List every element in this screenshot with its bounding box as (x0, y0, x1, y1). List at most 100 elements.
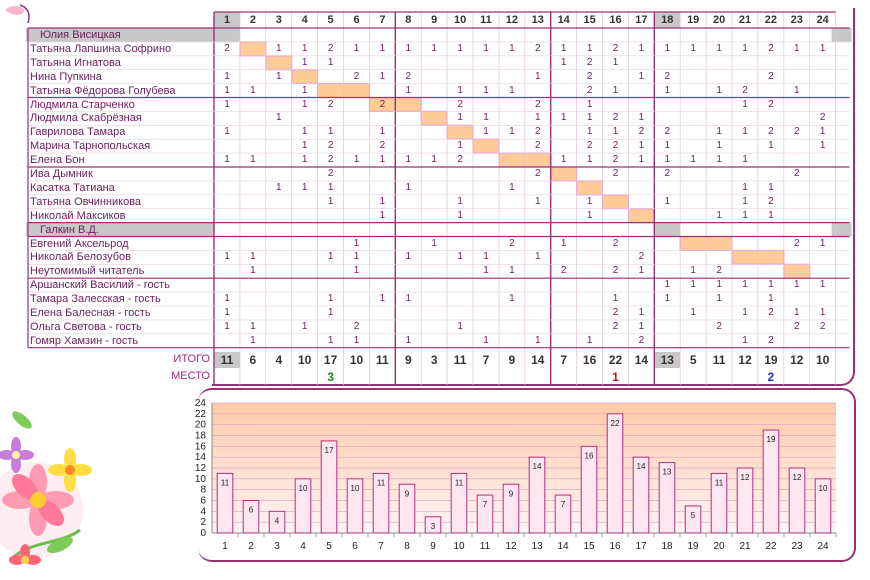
score-cell: 1 (690, 307, 696, 318)
column-header: 9 (431, 14, 438, 26)
score-cell: 1 (612, 293, 619, 305)
total-value: 6 (249, 353, 257, 367)
score-cell: 2 (716, 265, 722, 277)
score-cell: 1 (819, 126, 826, 138)
score-cell: 1 (716, 154, 722, 166)
score-cell: 1 (794, 42, 800, 54)
score-cell: 2 (586, 84, 593, 96)
score-cell: 1 (457, 140, 463, 152)
column-header: 20 (712, 14, 726, 26)
total-value: 7 (482, 353, 490, 367)
total-value: 5 (689, 353, 697, 367)
score-cell: 1 (405, 334, 412, 346)
score-cell: 1 (224, 307, 230, 318)
score-cell: 1 (560, 112, 567, 124)
y-tick-label: 20 (195, 420, 207, 431)
bar-value-label: 3 (431, 522, 436, 531)
score-cell: 1 (690, 154, 696, 166)
participant-name: Евгений Аксельрод (30, 237, 129, 250)
score-cell: 1 (276, 42, 282, 54)
x-tick-label: 15 (583, 541, 595, 552)
score-cell: 1 (794, 279, 800, 291)
bar-value-label: 10 (299, 484, 308, 493)
bar-value-label: 11 (221, 478, 230, 487)
score-cell: 1 (405, 293, 412, 305)
total-value: 9 (508, 353, 516, 367)
score-cell: 1 (560, 237, 567, 249)
column-header: 23 (790, 14, 803, 26)
score-cell: 1 (301, 140, 308, 152)
column-header: 2 (249, 14, 256, 26)
bar (528, 456, 546, 534)
score-cell: 1 (638, 320, 645, 332)
score-cell: 1 (819, 42, 826, 54)
bar-value-label: 9 (405, 489, 410, 498)
x-tick-label: 20 (713, 541, 725, 552)
total-value: 14 (634, 353, 649, 367)
total-value: 17 (323, 353, 338, 367)
score-cell: 1 (483, 334, 489, 346)
score-cell: 1 (224, 251, 230, 263)
bar (710, 472, 728, 534)
score-cell: 1 (716, 84, 722, 96)
bar (346, 478, 364, 534)
total-value: 12 (738, 353, 752, 367)
chart-frame (198, 388, 856, 562)
total-value: 10 (298, 353, 312, 367)
column-header: 14 (557, 14, 570, 26)
x-tick-label: 9 (430, 541, 436, 552)
score-cell: 1 (301, 181, 308, 193)
score-cell: 1 (483, 112, 489, 124)
score-cell: 1 (224, 98, 230, 110)
x-tick-label: 16 (609, 541, 621, 552)
score-cell: 1 (457, 112, 463, 124)
score-cell: 2 (327, 98, 334, 110)
score-cell: 1 (457, 195, 463, 207)
score-cell: 1 (353, 334, 360, 346)
total-shade (654, 352, 681, 368)
x-tick-label: 17 (635, 541, 647, 552)
total-value: 14 (531, 353, 545, 367)
score-cell: 2 (768, 195, 774, 207)
x-tick-label: 14 (557, 541, 569, 552)
score-cell: 1 (716, 293, 722, 305)
score-cell: 1 (457, 42, 463, 54)
score-cell: 1 (690, 279, 696, 291)
total-value: 22 (608, 353, 623, 367)
score-cell: 2 (612, 265, 619, 277)
column-header: 24 (816, 14, 829, 26)
score-cell: 1 (301, 126, 308, 138)
bar (476, 494, 494, 534)
score-cell: 1 (586, 195, 593, 207)
bar-value-label: 6 (249, 506, 254, 515)
score-cell: 1 (690, 265, 696, 277)
row-shade-end (831, 222, 852, 237)
x-tick-label: 18 (661, 541, 673, 552)
score-cell: 2 (742, 84, 748, 96)
score-cell: 1 (638, 140, 645, 152)
score-cell: 1 (457, 84, 463, 96)
score-cell: 2 (612, 307, 619, 318)
x-tick-label: 19 (687, 541, 699, 552)
column-header: 16 (609, 14, 622, 26)
y-tick-label: 10 (195, 474, 207, 485)
score-cell: 2 (327, 140, 334, 152)
score-cell: 1 (535, 251, 541, 263)
participant-name: Аршанский Василий - гость (30, 279, 170, 292)
column-header: 1 (223, 14, 231, 26)
participant-name: Татьяна Овчинникова (30, 195, 142, 208)
score-cell: 1 (250, 320, 256, 332)
bar (294, 478, 312, 534)
place-value: 2 (767, 370, 775, 384)
score-cell: 1 (819, 279, 826, 291)
score-cell: 2 (819, 112, 826, 124)
score-cell: 1 (638, 154, 645, 166)
score-cell: 1 (276, 70, 282, 82)
score-cell: 1 (224, 320, 230, 332)
total-value: 11 (453, 353, 467, 367)
x-tick-label: 22 (765, 541, 777, 552)
bar (788, 467, 806, 534)
score-cell: 1 (379, 70, 386, 82)
score-cell: 1 (276, 181, 282, 193)
score-cell: 2 (794, 168, 800, 179)
